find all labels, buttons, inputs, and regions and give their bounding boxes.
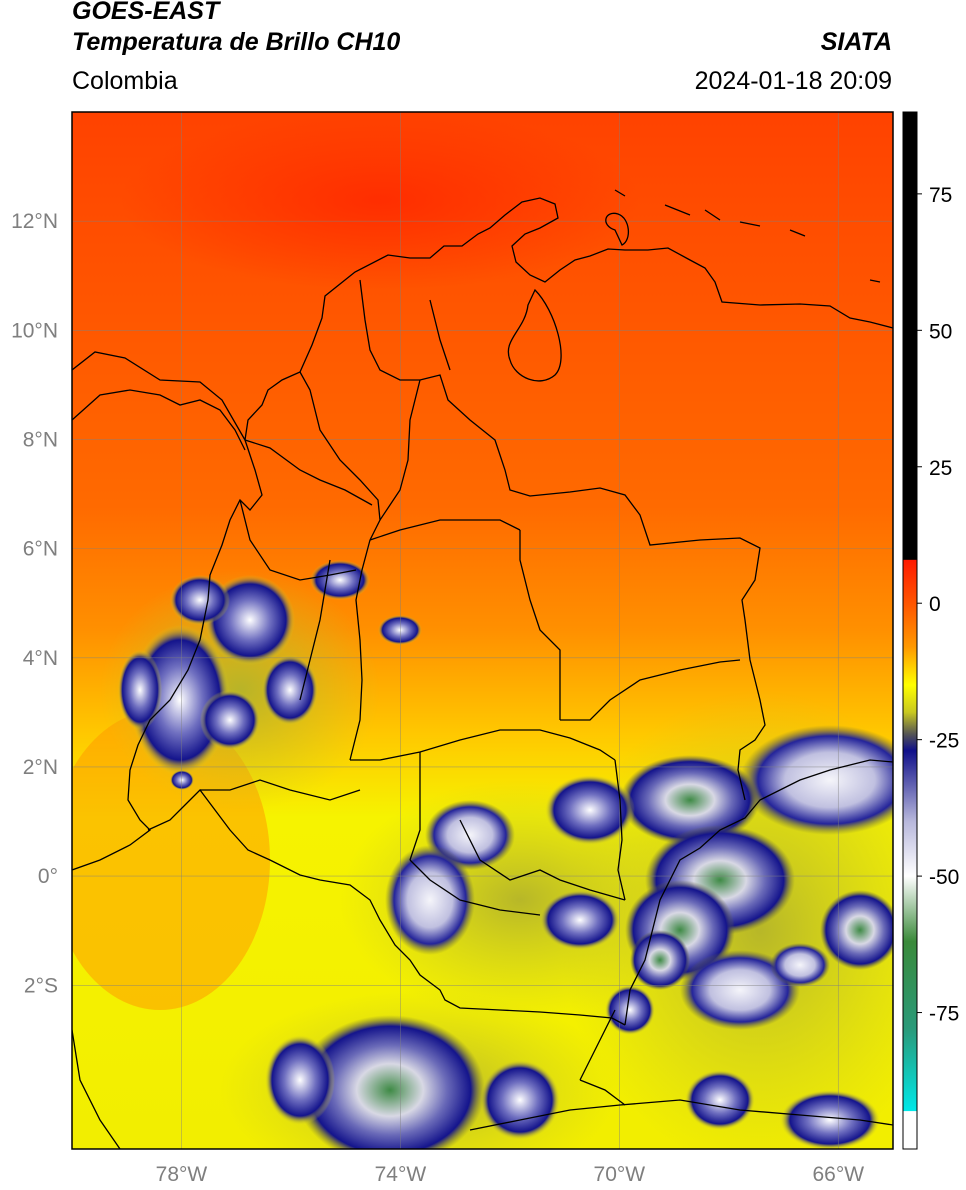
lat-tick-label: 2°N: [23, 756, 58, 779]
colorbar-tick-label: 25: [929, 457, 952, 480]
colorbar-tick-label: 50: [929, 320, 952, 343]
internal-17: [579, 1079, 626, 1106]
internal-5: [519, 530, 561, 720]
agency-label: SIATA: [820, 28, 892, 56]
graticule: [72, 112, 893, 1149]
aruba-curacao: [664, 204, 761, 227]
internal-7: [419, 729, 616, 761]
lat-tick-label: 2°S: [24, 974, 58, 997]
internal-11: [239, 499, 357, 581]
region-label: Colombia: [72, 67, 178, 95]
product-title: Temperatura de Brillo CH10: [72, 28, 401, 56]
internal-18: [469, 1099, 893, 1131]
island-3: [614, 189, 626, 197]
brazil-border: [624, 759, 893, 1026]
lon-tick-label: 66°W: [812, 1163, 864, 1186]
panama-darien: [72, 389, 246, 451]
island-2: [869, 279, 881, 283]
lon-tick-label: 74°W: [375, 1163, 427, 1186]
internal-9: [614, 759, 626, 901]
colorbar-tick-label: -75: [929, 1003, 959, 1026]
datetime-label: 2024-01-18 20:09: [694, 67, 892, 95]
lon-tick-label: 70°W: [594, 1163, 646, 1186]
lat-tick-label: 4°N: [23, 647, 58, 670]
caribbean-coast: [72, 197, 893, 442]
internal-10: [349, 539, 371, 761]
colorbar-tick-label: -25: [929, 730, 959, 753]
internal-22: [605, 212, 629, 246]
venezuela-border: [419, 374, 766, 801]
colorbar-ramp: [903, 112, 917, 1149]
internal-15: [409, 859, 541, 916]
lat-tick-label: 6°N: [23, 538, 58, 561]
cloud-cells: [118, 560, 893, 1149]
borders: [72, 189, 893, 1149]
lat-tick-label: 8°N: [23, 428, 58, 451]
lon-tick-label: 78°W: [156, 1163, 208, 1186]
internal-19: [299, 559, 331, 701]
internal-8: [409, 752, 421, 861]
island-1: [789, 229, 806, 237]
internal-2: [244, 439, 373, 506]
longitude-labels: 78°W 74°W 70°W 66°W: [156, 1163, 865, 1186]
lake-maracaibo: [507, 288, 562, 382]
map-frame: [72, 112, 893, 1149]
ecuador-border: [147, 789, 626, 1026]
lat-tick-label: 0°: [38, 865, 58, 888]
satellite-title: GOES-EAST: [72, 0, 220, 25]
lat-tick-label: 10°N: [11, 319, 58, 342]
internal-13: [200, 779, 361, 801]
latitude-labels: 12°N 10°N 8°N 6°N 4°N 2°N 0° 2°S: [11, 210, 58, 997]
peru-border: [72, 1029, 121, 1149]
colorbar-tick-label: 75: [929, 184, 952, 207]
internal-14: [459, 819, 626, 901]
internal-12: [350, 751, 421, 761]
internal-4: [379, 379, 421, 521]
colorbar-border: [902, 111, 918, 1150]
colorbar-ticks: 75 50 25 0 -25 -50 -75: [917, 184, 959, 1026]
map-border: [71, 111, 894, 1150]
title-block: GOES-EAST Temperatura de Brillo CH10 Col…: [72, 0, 400, 97]
colorbar: 75 50 25 0 -25 -50 -75: [902, 111, 959, 1150]
right-header: SIATA 2024-01-18 20:09: [695, 27, 892, 97]
internal-21: [359, 279, 420, 381]
pacific-coast: [72, 439, 263, 871]
colorbar-tick-label: 0: [929, 593, 941, 616]
warm-region: [120, 112, 640, 290]
internal-16: [579, 1009, 616, 1081]
internal-6: [560, 659, 741, 721]
colorbar-tick-label: -50: [929, 866, 959, 889]
lat-tick-label: 12°N: [11, 210, 58, 233]
internal-20: [429, 299, 451, 371]
internal-3: [369, 519, 521, 541]
internal-1: [299, 371, 381, 541]
